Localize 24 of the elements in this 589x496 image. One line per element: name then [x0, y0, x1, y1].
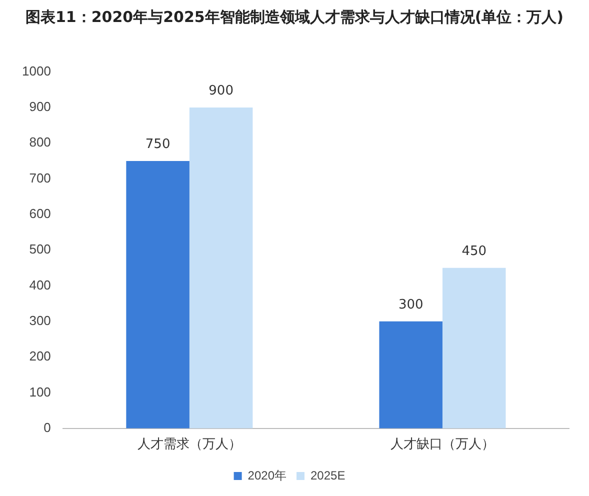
y-tick-label: 1000 [22, 63, 51, 78]
data-label: 900 [208, 83, 234, 98]
x-tick-label: 人才需求（万人） [137, 436, 242, 451]
data-label: 750 [145, 136, 170, 152]
data-label: 450 [462, 244, 487, 259]
bar [442, 268, 506, 428]
y-tick-label: 0 [44, 420, 51, 435]
y-tick-label: 800 [29, 134, 51, 150]
bar [379, 321, 442, 428]
y-tick-label: 400 [29, 277, 51, 292]
chart-title: 图表11：2020年与2025年智能制造领域人才需求与人才缺口情况(单位：万人) [24, 8, 565, 28]
legend-label: 2025E [310, 468, 346, 482]
bar [189, 107, 253, 428]
data-label: 300 [398, 297, 424, 312]
y-tick-label: 900 [29, 99, 51, 114]
legend-label: 2020年 [248, 468, 287, 482]
bar [126, 160, 190, 428]
y-tick-label: 600 [29, 206, 51, 222]
y-tick-label: 300 [29, 313, 51, 328]
x-tick-label: 人才缺口（万人） [390, 436, 494, 451]
y-tick-label: 200 [29, 348, 51, 364]
y-tick-label: 700 [29, 170, 51, 186]
y-tick-label: 100 [29, 384, 51, 400]
y-tick-label: 500 [29, 242, 51, 257]
